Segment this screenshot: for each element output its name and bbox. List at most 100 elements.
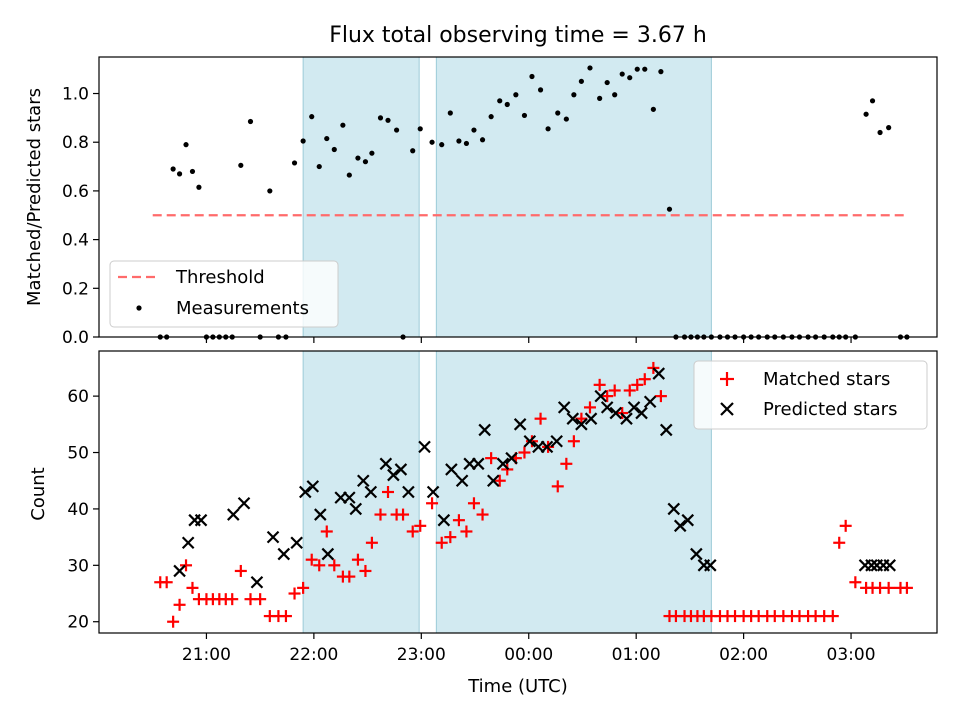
predicted-star-point	[566, 412, 580, 425]
predicted-x-b	[250, 575, 264, 589]
matched-stars-points	[154, 361, 913, 628]
predicted-x-b	[643, 395, 657, 409]
predicted-star-point	[584, 412, 598, 425]
shaded-interval-1	[435, 350, 712, 634]
predicted-x-b	[343, 491, 356, 504]
predicted-star-point	[194, 513, 208, 527]
predicted-star-point	[681, 513, 695, 527]
x-tick-label: 02:00	[719, 645, 768, 665]
matched-star-point	[493, 474, 506, 487]
measurement-point	[555, 110, 561, 116]
measurement-point	[650, 106, 656, 112]
measurement-point	[377, 115, 384, 121]
measurement-point	[634, 66, 640, 72]
matched-star-point	[313, 559, 326, 572]
measurement-point	[471, 127, 477, 133]
predicted-x-b	[550, 434, 563, 448]
predicted-x-b	[418, 440, 431, 454]
predicted-star-point	[349, 502, 363, 516]
measurement-point	[479, 137, 486, 143]
predicted-x-b	[298, 485, 312, 499]
y-tick-label: 0.2	[62, 279, 89, 299]
measurement-point	[529, 73, 535, 80]
predicted-x-b	[652, 367, 666, 380]
predicted-x-b	[357, 474, 370, 487]
shaded-interval-1	[435, 56, 712, 338]
predicted-star-point	[250, 575, 264, 589]
y-tick-label: 50	[67, 444, 89, 464]
measurement-point	[563, 116, 569, 122]
predicted-star-point	[343, 491, 356, 504]
matched-star-point	[525, 435, 538, 448]
predicted-star-point	[387, 468, 400, 482]
predicted-x-b	[379, 457, 393, 471]
predicted-x-b	[627, 401, 641, 414]
measurement-point	[488, 114, 494, 120]
measurement-point	[417, 126, 423, 132]
predicted-star-point	[314, 508, 327, 521]
measurement-point	[429, 139, 435, 145]
predicted-x-b	[513, 418, 527, 431]
measurement-point	[369, 150, 375, 156]
matched-star-point	[654, 390, 667, 403]
measurement-point	[612, 92, 618, 98]
predicted-star-point	[600, 401, 614, 414]
predicted-x-b	[594, 389, 608, 403]
measurement-point	[267, 188, 273, 194]
predicted-x-b	[471, 457, 485, 471]
predicted-star-point	[445, 463, 458, 476]
measurement-point	[578, 78, 584, 84]
predicted-star-point	[437, 513, 451, 527]
measurement-point	[170, 166, 176, 172]
predicted-star-point	[557, 401, 571, 414]
measurement-point	[300, 138, 306, 144]
measurement-point	[545, 126, 551, 132]
measurement-point	[604, 79, 610, 86]
matched-star-point	[320, 525, 333, 538]
measurement-point	[196, 184, 202, 190]
matched-star-point	[180, 559, 193, 572]
predicted-x-b	[635, 406, 648, 420]
bottom-panel: 20 30 40 50 60 21:00 22:00 23:00 00:00 01:00 02:0…	[28, 350, 938, 697]
predicted-x-b	[681, 513, 695, 527]
predicted-star-point	[487, 474, 500, 487]
measurement-point	[863, 111, 869, 117]
measurement-point	[571, 92, 577, 98]
measurement-point	[627, 75, 633, 81]
matched-star-point	[534, 412, 547, 425]
bottom-axes-frame	[98, 350, 938, 634]
top-y-axis-label: Matched/Predicted stars	[24, 88, 45, 306]
measurement-point	[238, 162, 244, 168]
y-tick-label: 0.8	[62, 133, 89, 153]
predicted-x-b	[227, 508, 240, 521]
predicted-star-point	[471, 457, 485, 471]
matched-star-point	[186, 581, 199, 594]
measurement-point	[597, 95, 603, 101]
measurement-point	[183, 142, 189, 148]
legend-threshold-label: Threshold	[175, 267, 265, 288]
top-legend: Threshold Measurements	[109, 260, 339, 328]
predicted-x-b	[487, 474, 500, 487]
predicted-x-b	[584, 412, 598, 425]
predicted-star-point	[394, 463, 408, 476]
predicted-star-point	[379, 457, 393, 471]
y-tick-label: 0.0	[62, 328, 89, 348]
predicted-x-b	[540, 440, 554, 454]
x-tick-label: 21:00	[182, 645, 231, 665]
predicted-x-b	[609, 406, 623, 420]
predicted-x-b	[883, 559, 897, 572]
matched-star-point	[343, 570, 356, 583]
predicted-star-point	[364, 485, 378, 499]
measurement-point	[666, 206, 673, 212]
predicted-x-b	[557, 401, 571, 414]
matched-star-point	[406, 525, 419, 538]
top-x-ticks	[205, 337, 852, 343]
measurement-point	[362, 159, 369, 165]
predicted-star-point	[667, 502, 681, 516]
legend-matched-swatch	[720, 372, 734, 386]
predicted-star-point	[635, 406, 648, 420]
predicted-x-b	[673, 519, 687, 533]
matched-star-point	[485, 452, 498, 465]
measurement-point	[513, 92, 519, 98]
predicted-star-point	[237, 497, 251, 510]
